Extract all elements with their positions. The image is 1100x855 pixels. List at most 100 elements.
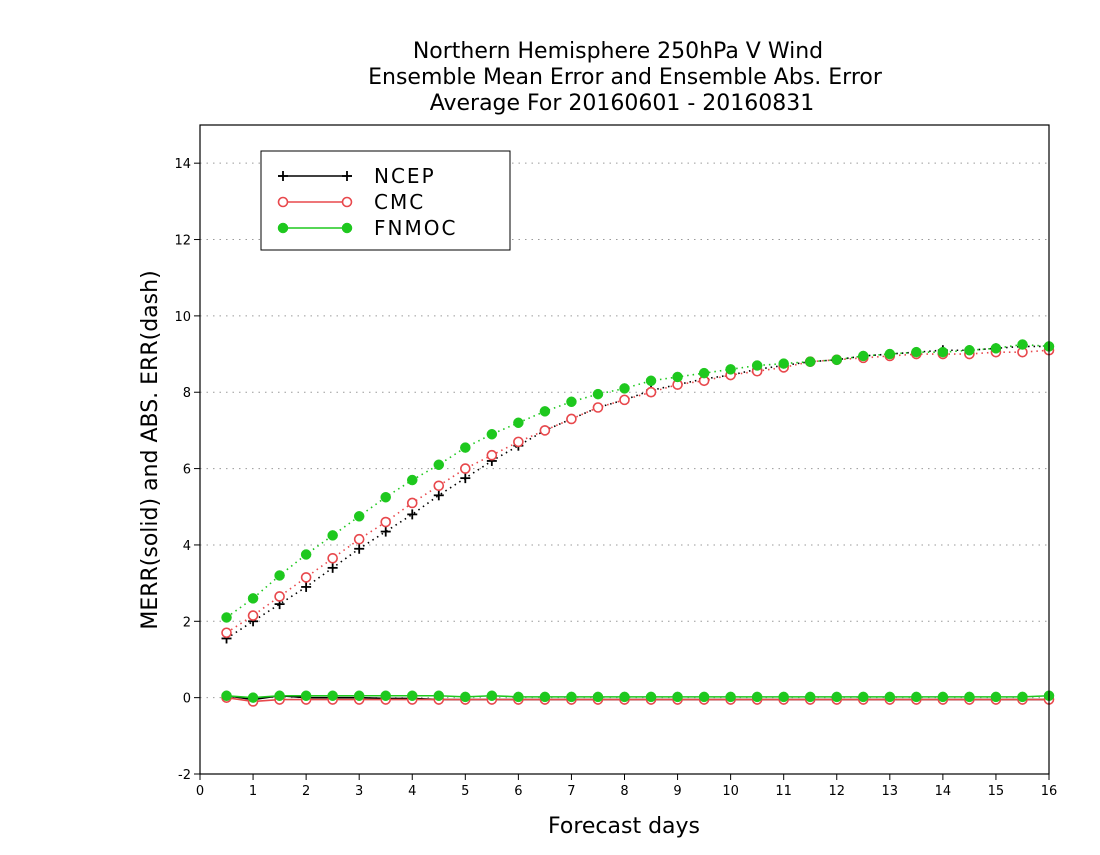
series-fnmoc-mean-err-point [751,691,763,703]
chart-title-line-2: Ensemble Mean Error and Ensemble Abs. Er… [368,65,883,90]
series-cmc-abs-err-point [513,436,524,448]
series-fnmoc-abs-err-point [274,570,285,581]
legend-marker-cmc [341,196,353,208]
legend-marker-ncep [342,171,352,181]
series-fnmoc-mean-err-point [858,691,869,703]
series-fnmoc-abs-err-point [539,406,551,417]
x-tick-label: 9 [673,784,681,799]
y-tick-label: 2 [183,615,191,630]
chart-title-line-3: Average For 20160601 - 20160831 [430,91,815,116]
chart-title: Northern Hemisphere 250hPa V Wind Ensemb… [368,39,883,116]
series-fnmoc-abs-err-point [858,350,869,362]
series-cmc-abs-err-point [221,627,232,639]
series-fnmoc-mean-err-point [645,691,657,703]
series-ncep-abs-err-point [301,581,312,592]
series-cmc-abs-err-point [406,497,418,509]
series-fnmoc-mean-err-point [433,690,445,701]
x-tick-label: 6 [514,784,522,799]
series-cmc-abs-err-point [300,572,312,583]
series-fnmoc-mean-err-point [937,691,949,703]
series-fnmoc-abs-err-point [407,474,418,486]
series-cmc-abs-err-point [380,516,392,528]
series-fnmoc [221,339,1055,703]
x-tick-label: 10 [722,784,739,799]
series-fnmoc-abs-err-point [964,344,975,356]
series-fnmoc-mean-err-point [513,691,524,703]
series-fnmoc-mean-err-point [1017,691,1028,703]
series-fnmoc-mean-err-point [460,691,471,703]
series-ncep [221,341,1054,705]
series-fnmoc-mean-err-point [698,691,710,703]
series-fnmoc-abs-err-point [300,549,312,560]
y-tick-label: 6 [183,463,191,478]
legend-label-ncep: NCEP [374,164,436,188]
series-fnmoc-abs-err-point [645,375,657,387]
legend-box [260,150,511,251]
series-fnmoc-mean-err-point [274,690,285,701]
series-layer [221,339,1055,707]
y-tick-label: 0 [183,692,191,707]
x-tick-label: 1 [249,784,257,799]
y-tick-label: 8 [183,386,191,401]
series-fnmoc-mean-err-point [619,691,630,703]
series-fnmoc-abs-err-point [1017,339,1028,350]
series-cmc-abs-err-point [566,413,577,425]
series-fnmoc-mean-err-point [300,690,312,701]
series-cmc-abs-err-point [274,591,285,602]
series-fnmoc-mean-err-point [725,691,736,703]
legend-item-cmc: CMC [277,190,425,214]
series-fnmoc-mean-err-point [804,691,816,703]
legend-marker-fnmoc [341,222,353,234]
x-tick-label: 16 [1041,784,1058,799]
series-ncep-abs-err-point [354,543,365,554]
series-fnmoc-mean-err-point [407,690,418,701]
series-cmc-abs-err-point [486,449,498,461]
chart-title-line-1: Northern Hemisphere 250hPa V Wind [413,39,823,64]
series-fnmoc-abs-err-point [353,511,365,522]
series-fnmoc-mean-err-point [592,691,604,703]
series-fnmoc-abs-err-point [884,348,896,360]
series-fnmoc-abs-err-point [831,354,842,366]
series-fnmoc-abs-err-point [486,428,498,440]
series-ncep-abs-err-point [327,562,338,573]
series-fnmoc-abs-err-point [672,371,683,383]
series-fnmoc-mean-err-point [221,690,232,701]
series-cmc-abs-err-point [433,480,445,492]
x-tick-label: 5 [461,784,469,799]
series-fnmoc-mean-err-point [327,690,338,701]
legend-marker-ncep [278,171,288,181]
series-fnmoc-mean-err-point [990,691,1002,703]
x-tick-label: 8 [620,784,628,799]
series-cmc-abs-err-point [460,463,471,474]
series-fnmoc-mean-err-point [778,691,789,703]
legend-marker-cmc [277,196,289,208]
legend-item-fnmoc: FNMOC [277,216,455,240]
series-fnmoc-abs-err-point [751,360,763,371]
series-fnmoc-abs-err-point [221,612,232,623]
series-fnmoc-mean-err-point [380,690,391,701]
series-cmc-abs-err-point [645,386,657,398]
x-tick-label: 3 [355,784,363,799]
series-fnmoc-abs-err-point [619,383,630,394]
legend-label-cmc: CMC [374,190,425,214]
y-tick-label: 10 [174,310,191,325]
series-ncep-abs-err-point [433,490,444,501]
series-cmc-abs-err-point [247,610,259,621]
series-fnmoc-abs-err-point [911,346,922,358]
series-ncep-abs-err-point [460,473,471,484]
series-fnmoc-abs-err-point [380,491,391,503]
series-fnmoc-mean-err-point [964,691,975,703]
series-fnmoc-mean-err-point [884,691,896,703]
y-tick-label: -2 [178,768,191,783]
series-fnmoc-abs-err-point [990,343,1002,354]
y-tick-label: 12 [174,234,191,249]
series-fnmoc-abs-err-point [592,388,604,400]
x-tick-label: 12 [828,784,845,799]
series-fnmoc-abs-err-point [460,442,471,453]
series-ncep-abs-err-line [226,345,1049,640]
x-tick-label: 13 [882,784,899,799]
series-cmc-abs-err-point [327,553,338,564]
